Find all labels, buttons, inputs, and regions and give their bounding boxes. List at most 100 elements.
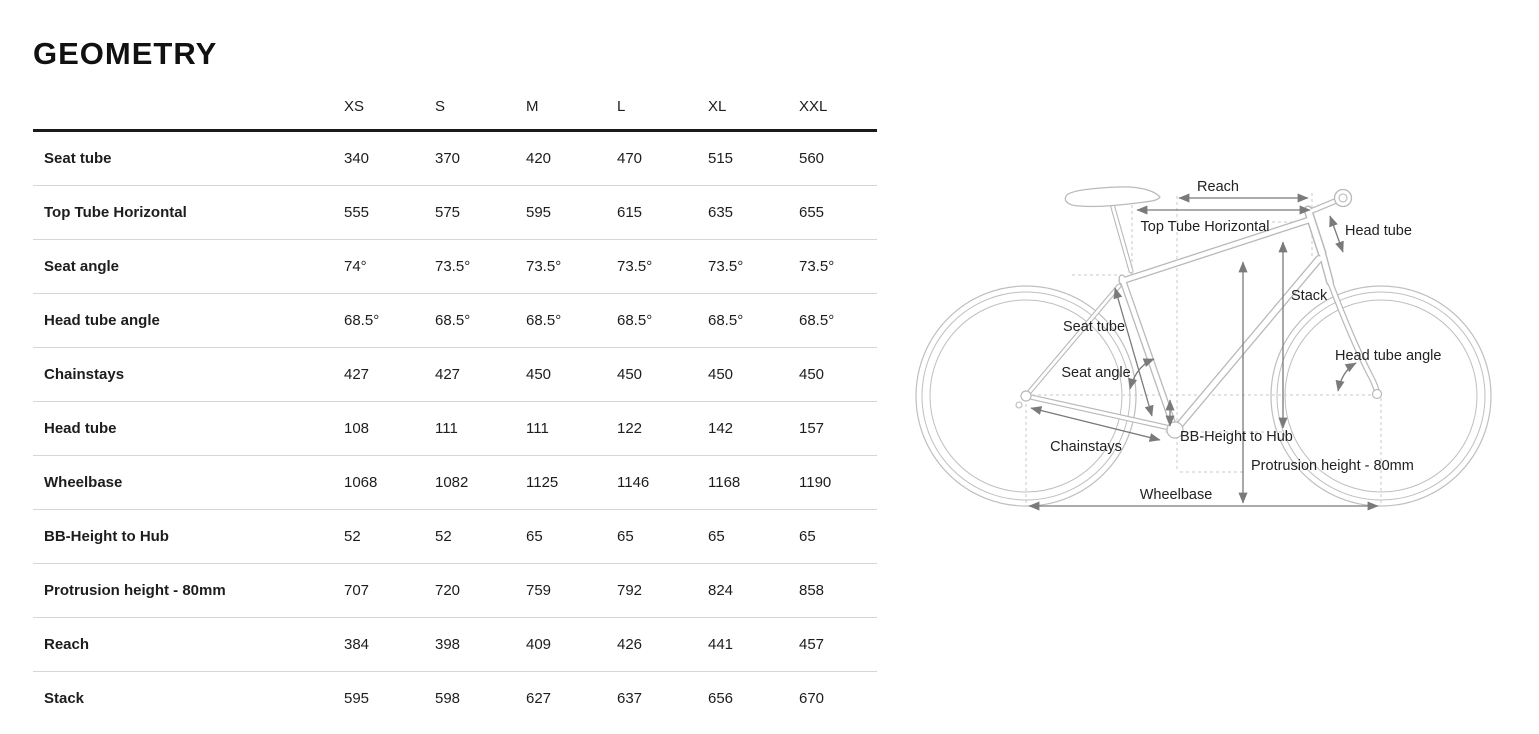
row-label: Chainstays (33, 347, 344, 402)
cell: 575 (435, 185, 526, 240)
table-row: Seat angle 74° 73.5° 73.5° 73.5° 73.5° 73.5° (33, 239, 877, 294)
cell: 1125 (526, 455, 617, 510)
seat-tube-label: Seat tube (1063, 319, 1125, 335)
cell: 73.5° (617, 239, 708, 294)
cell: 450 (617, 347, 708, 402)
table-row: Stack 595 598 627 637 656 670 (33, 672, 877, 726)
reach-label: Reach (1197, 179, 1239, 195)
cell: 441 (708, 617, 799, 672)
cell: 670 (799, 690, 825, 707)
cell: 637 (617, 690, 643, 707)
col-header-xs: XS (344, 84, 435, 132)
bike-geometry-diagram: Reach Top Tube Horizontal Head tube Stac… (915, 179, 1492, 511)
cell: 656 (708, 690, 734, 707)
table-row: Wheelbase 1068 1082 1125 1146 1168 1190 (33, 455, 877, 510)
table-row: BB-Height to Hub 52 52 65 65 65 65 (33, 509, 877, 564)
cell: 68.5° (344, 293, 435, 348)
row-label: Reach (33, 617, 344, 672)
table-row: Top Tube Horizontal 555 575 595 615 635 655 (33, 185, 877, 240)
cell: 595 (526, 185, 617, 240)
cell: 52 (344, 509, 435, 564)
cell: 555 (344, 185, 435, 240)
cell: 792 (617, 563, 708, 618)
cell: 65 (526, 509, 617, 564)
cell: 340 (344, 130, 435, 186)
wheelbase-label: Wheelbase (1140, 487, 1213, 503)
table-header: XS S M L XL XXL (33, 84, 877, 132)
row-label: Head tube (33, 401, 344, 456)
protrusion-label: Protrusion height - 80mm (1251, 458, 1414, 474)
cell: 1082 (435, 455, 526, 510)
saddle-icon (1064, 186, 1161, 208)
cell: 65 (799, 509, 877, 564)
header-spacer (33, 84, 344, 132)
page-title: GEOMETRY (33, 36, 218, 71)
col-header-l: L (617, 84, 708, 132)
row-label: BB-Height to Hub (33, 509, 344, 564)
cell: 515 (708, 130, 799, 186)
cell: 52 (435, 509, 526, 564)
row-label: Stack (44, 690, 85, 707)
cell: 707 (344, 563, 435, 618)
cell: 74° (344, 239, 435, 294)
cell: 398 (435, 617, 526, 672)
cell: 68.5° (799, 293, 877, 348)
front-dropout-icon (1371, 388, 1383, 400)
cell: 595 (344, 690, 370, 707)
col-header-xxl: XXL (799, 84, 877, 132)
rear-hub-icon (1020, 390, 1032, 402)
cell: 427 (435, 347, 526, 402)
diagram-labels: Reach Top Tube Horizontal Head tube Stac… (1050, 179, 1441, 503)
cell: 420 (526, 130, 617, 186)
head-tube-angle-arc (1335, 362, 1357, 392)
cell: 457 (799, 617, 877, 672)
cell: 635 (708, 185, 799, 240)
cell: 426 (617, 617, 708, 672)
row-label: Top Tube Horizontal (33, 185, 344, 240)
seat-tube-arrow (1113, 287, 1154, 417)
cell: 450 (708, 347, 799, 402)
cell: 68.5° (617, 293, 708, 348)
cell: 1068 (344, 455, 435, 510)
measurement-arrows (1028, 193, 1379, 511)
col-header-s: S (435, 84, 526, 132)
cell: 65 (617, 509, 708, 564)
cell: 142 (708, 401, 799, 456)
row-label: Wheelbase (33, 455, 344, 510)
chainstays-label: Chainstays (1050, 439, 1122, 455)
cell: 73.5° (799, 239, 877, 294)
row-label: Protrusion height - 80mm (33, 563, 344, 618)
top-tube-label: Top Tube Horizontal (1141, 219, 1270, 235)
table-row: Chainstays 427 427 450 450 450 450 (33, 347, 877, 402)
cell: 598 (435, 690, 461, 707)
cell: 68.5° (526, 293, 617, 348)
table-row: Seat tube 340 370 420 470 515 560 (33, 130, 877, 186)
cell: 627 (526, 690, 552, 707)
cell: 1190 (799, 455, 877, 510)
cell: 1146 (617, 455, 708, 510)
cell: 73.5° (526, 239, 617, 294)
table-row: Head tube angle 68.5° 68.5° 68.5° 68.5° 68.5°… (33, 293, 877, 348)
cell: 73.5° (435, 239, 526, 294)
row-label: Head tube angle (33, 293, 344, 348)
cell: 68.5° (435, 293, 526, 348)
seat-angle-arc (1128, 358, 1155, 390)
table-row: Head tube 108 111 111 122 142 157 (33, 401, 877, 456)
row-label: Seat tube (33, 130, 344, 186)
cell: 615 (617, 185, 708, 240)
geometry-table: XS S M L XL XXL Seat tube 340 370 420 470 515… (33, 84, 877, 725)
table-row: Reach 384 398 409 426 441 457 (33, 617, 877, 672)
cell: 73.5° (708, 239, 799, 294)
cell: 157 (799, 401, 877, 456)
cell: 122 (617, 401, 708, 456)
cell: 108 (344, 401, 435, 456)
bb-height-label: BB-Height to Hub (1180, 429, 1293, 445)
cell: 450 (799, 347, 877, 402)
cell: 65 (708, 509, 799, 564)
cell: 111 (526, 401, 617, 456)
stack-label: Stack (1291, 288, 1328, 304)
row-label: Seat angle (33, 239, 344, 294)
cell: 370 (435, 130, 526, 186)
cell: 560 (799, 130, 877, 186)
